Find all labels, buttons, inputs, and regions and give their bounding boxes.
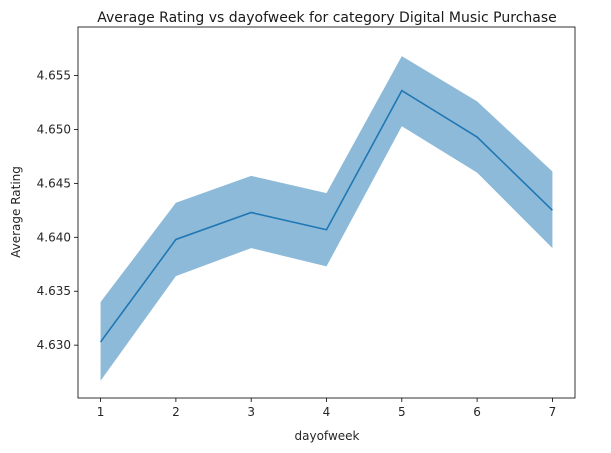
confidence-band [100, 56, 553, 381]
x-tick-label: 5 [398, 405, 406, 419]
x-tick-label: 1 [97, 405, 105, 419]
x-axis: 1 2 3 4 5 6 7 [97, 398, 556, 419]
x-tick-label: 6 [473, 405, 481, 419]
x-tick-label: 2 [172, 405, 180, 419]
y-tick-label: 4.630 [37, 338, 71, 352]
plot-area [99, 56, 553, 381]
y-tick-label: 4.645 [37, 176, 71, 190]
x-tick-label: 4 [323, 405, 331, 419]
y-tick-label: 4.650 [37, 122, 71, 136]
x-tick-label: 3 [247, 405, 255, 419]
y-tick-label: 4.640 [37, 230, 71, 244]
x-axis-label: dayofweek [295, 429, 360, 443]
y-tick-label: 4.655 [37, 69, 71, 83]
y-tick-label: 4.635 [37, 284, 71, 298]
y-axis-label: Average Rating [9, 166, 23, 258]
x-tick-label: 7 [549, 405, 557, 419]
y-axis: 4.630 4.635 4.640 4.645 4.650 4.655 [37, 69, 78, 352]
chart-title: Average Rating vs dayofweek for category… [97, 10, 557, 26]
